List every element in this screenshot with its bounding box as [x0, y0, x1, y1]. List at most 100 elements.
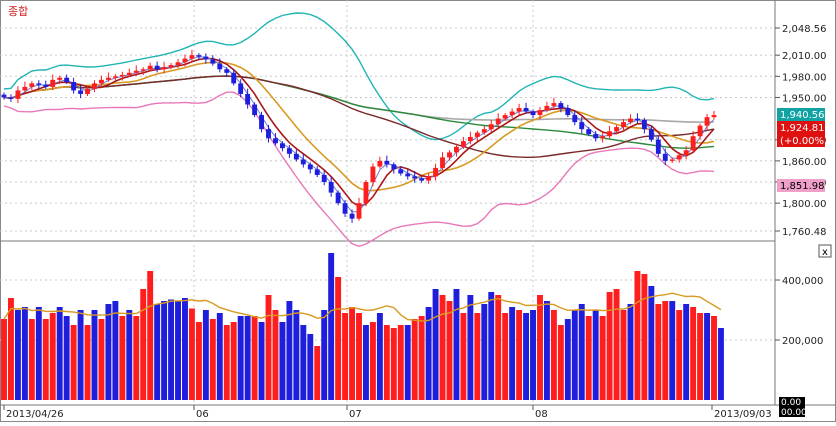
- candle: [586, 127, 592, 137]
- candle: [516, 103, 522, 116]
- volume-bar: [258, 322, 265, 400]
- candle-body: [217, 63, 223, 70]
- price-badges: 1,940.56 1,924.81 (+0.00%) 1,851.98: [777, 108, 828, 192]
- candle: [467, 131, 473, 145]
- candle-body: [8, 97, 14, 99]
- candle: [628, 114, 633, 125]
- close-volume-panel-button[interactable]: [818, 244, 832, 258]
- candle-body: [43, 84, 49, 87]
- volume-bar: [390, 328, 397, 400]
- volume-bar: [363, 325, 369, 400]
- candle-body: [572, 115, 578, 123]
- volume-bar: [42, 319, 49, 400]
- corner-value-box: [779, 407, 805, 417]
- volume-bar: [328, 253, 335, 400]
- candle: [433, 163, 439, 181]
- candle: [363, 179, 369, 207]
- candle: [662, 148, 668, 166]
- volume-bar: [161, 301, 168, 400]
- volume-bar: [613, 289, 620, 400]
- volume-bar: [188, 308, 195, 400]
- candle: [419, 176, 425, 183]
- volume-bar: [342, 313, 349, 400]
- volume-bar: [70, 325, 77, 400]
- volume-bar: [8, 298, 14, 400]
- date-label: 2013/09/03: [714, 409, 772, 420]
- volume-bar: [56, 307, 63, 400]
- candle-body: [628, 118, 633, 123]
- candle: [530, 109, 536, 119]
- candle-body: [15, 90, 21, 99]
- volume-bar: [655, 304, 662, 400]
- volume-bar: [21, 307, 28, 400]
- candle: [224, 67, 230, 78]
- price-badge: [777, 121, 825, 134]
- candle: [182, 54, 188, 67]
- volume-bar: [209, 319, 216, 400]
- price-tick-label: 1,860.00: [782, 157, 827, 168]
- candle-body: [349, 213, 355, 219]
- candle-body: [655, 139, 661, 154]
- volume-bar: [223, 325, 230, 400]
- candle: [328, 176, 334, 197]
- candle: [342, 199, 348, 217]
- candle: [105, 72, 111, 82]
- candle-body: [140, 69, 146, 71]
- close-icon: x: [822, 247, 828, 258]
- candle: [259, 111, 264, 133]
- volume-bar: [502, 313, 509, 400]
- candle-body: [405, 173, 411, 177]
- candle: [321, 170, 327, 186]
- volume-bar: [237, 316, 244, 400]
- volume-bar: [718, 328, 724, 400]
- volume-tick-label: 200,000: [782, 336, 823, 347]
- candle-body: [307, 164, 313, 170]
- candle-body: [467, 136, 473, 142]
- candle: [558, 100, 564, 113]
- candle-body: [259, 115, 264, 130]
- candle-body: [676, 155, 682, 160]
- candle-body: [579, 122, 585, 130]
- volume-tick-label: 400,000: [782, 276, 823, 287]
- candle-body: [1, 94, 7, 98]
- candle: [133, 65, 139, 76]
- candle: [189, 49, 195, 61]
- candle-body: [196, 55, 202, 57]
- candle: [349, 209, 355, 223]
- candle-body: [648, 129, 654, 140]
- volume-bar: [182, 298, 188, 400]
- candle-body: [683, 150, 689, 156]
- volume-bar: [314, 346, 321, 400]
- candle: [697, 123, 703, 140]
- candle: [454, 143, 459, 157]
- candle-body: [231, 72, 237, 84]
- candle-body: [565, 108, 571, 116]
- volume-bar: [175, 301, 181, 400]
- volume-bar: [140, 289, 147, 400]
- candle-body: [321, 174, 327, 183]
- candle: [92, 80, 97, 93]
- candle-body: [433, 167, 439, 177]
- candle: [57, 75, 63, 85]
- volume-bar: [251, 316, 258, 400]
- volume-bar: [704, 313, 710, 400]
- candle: [314, 166, 320, 178]
- candle-body: [168, 65, 174, 68]
- volume-bar: [84, 325, 91, 400]
- candle-body: [530, 111, 536, 116]
- candle-body: [245, 93, 251, 105]
- candle-body: [328, 182, 334, 193]
- price-badge: [777, 134, 825, 147]
- volume-bar: [63, 316, 70, 400]
- candle-body: [711, 115, 717, 118]
- candle: [690, 130, 696, 153]
- volume-bar: [286, 301, 293, 400]
- volume-bar: [634, 271, 641, 400]
- volume-bar: [564, 319, 571, 400]
- candle: [99, 75, 104, 88]
- candle: [641, 117, 647, 134]
- bollinger-upper-line: [3, 12, 715, 141]
- volume-bar: [481, 304, 488, 400]
- volume-bar: [369, 322, 376, 400]
